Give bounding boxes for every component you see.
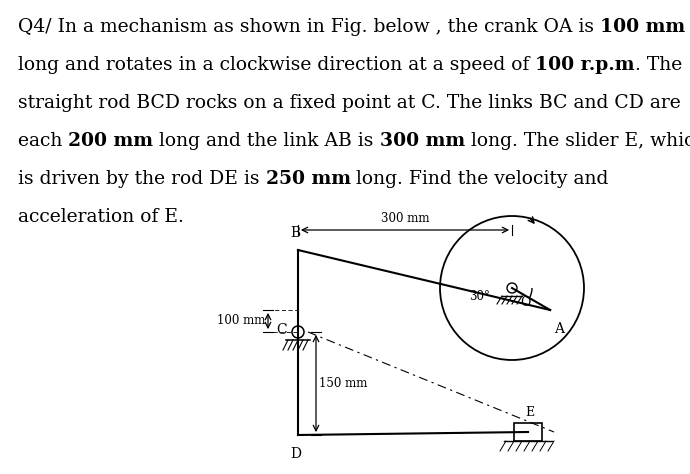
Text: Q4/ In a mechanism as shown in Fig. below , the crank OA is: Q4/ In a mechanism as shown in Fig. belo… [18,18,600,36]
Text: C: C [276,323,286,337]
Text: 100 mm: 100 mm [600,18,685,36]
Text: A: A [554,322,564,336]
Text: each: each [18,132,68,150]
Text: straight rod BCD rocks on a fixed point at C. The links BC and CD are: straight rod BCD rocks on a fixed point … [18,94,681,112]
Text: long. Find the velocity and: long. Find the velocity and [351,170,609,188]
Text: 100 mm: 100 mm [217,315,265,328]
Text: acceleration of E.: acceleration of E. [18,208,184,226]
Circle shape [507,283,517,293]
Text: 30°: 30° [469,290,490,302]
Text: 150 mm: 150 mm [319,377,367,390]
Bar [514,423,542,441]
Text: long. The slider E, which: long. The slider E, which [465,132,690,150]
Circle shape [292,326,304,338]
Text: 200 mm: 200 mm [68,132,153,150]
Text: long and the link AB is: long and the link AB is [153,132,380,150]
Text: 250 mm: 250 mm [266,170,351,188]
Text: . The: . The [635,56,682,74]
Text: 100 r.p.m: 100 r.p.m [535,56,635,74]
Text: E: E [526,406,535,419]
Text: 300 mm: 300 mm [380,132,465,150]
Text: 300 mm: 300 mm [381,212,429,225]
Text: long and rotates in a clockwise direction at a speed of: long and rotates in a clockwise directio… [18,56,535,74]
Text: is driven by the rod DE is: is driven by the rod DE is [18,170,266,188]
Text: D: D [290,447,301,461]
Text: B: B [290,226,300,240]
Text: O: O [520,296,531,309]
